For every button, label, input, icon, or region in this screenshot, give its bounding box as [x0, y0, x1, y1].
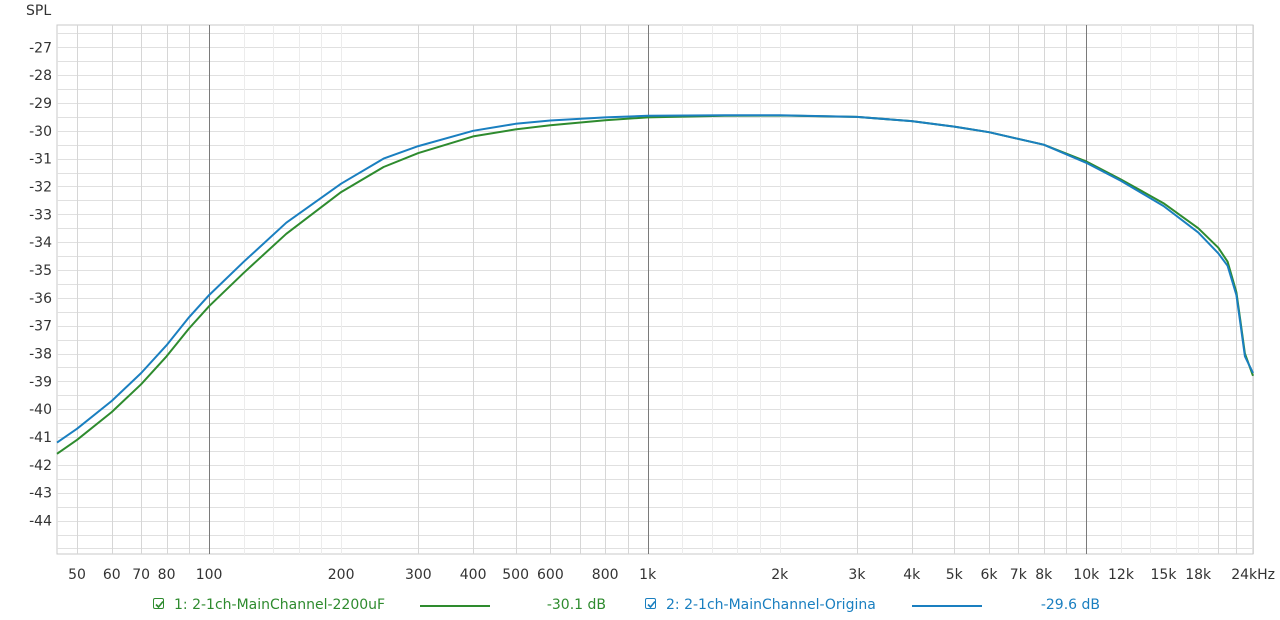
x-tick-label: 6k: [980, 567, 998, 583]
frequency-response-chart: -27 -28 -29 -30 -31 -32 -33 -34 -35 -36 -37 -38 -39 -…: [26, 3, 1275, 583]
x-tick-label: 1k: [639, 567, 657, 583]
x-tick-label: 3k: [848, 567, 866, 583]
y-tick-label: -38: [29, 347, 52, 363]
y-tick-labels: -27 -28 -29 -30 -31 -32 -33 -34 -35 -36 -37 -38 -39 -…: [29, 40, 52, 529]
x-tick-label: 2k: [771, 567, 789, 583]
y-tick-label: -30: [29, 124, 52, 140]
x-tick-label: 5k: [946, 567, 964, 583]
y-tick-label: -39: [29, 374, 52, 390]
x-tick-label: 300: [405, 567, 432, 583]
x-tick-label: 800: [592, 567, 619, 583]
y-tick-label: -41: [29, 430, 52, 446]
x-tick-label: 24kHz: [1231, 567, 1275, 583]
series-2-readout: -29.6 dB: [1040, 597, 1100, 613]
y-tick-label: -44: [29, 514, 52, 530]
y-tick-label: -34: [29, 235, 52, 251]
x-tick-label: 80: [158, 567, 176, 583]
y-tick-label: -37: [29, 319, 52, 335]
series-line-2: [56, 114, 1254, 444]
series-lines: [56, 114, 1254, 455]
x-tick-label: 18k: [1185, 567, 1212, 583]
x-tick-labels: 50 60 70 80 100 200 300 400 500 600 800 1k 2k 3k 4k 5k 6…: [68, 567, 1275, 583]
y-axis-label: SPL: [26, 3, 51, 19]
y-tick-label: -29: [29, 96, 52, 112]
check-icon: [155, 600, 164, 609]
y-tick-label: -42: [29, 458, 52, 474]
grid-lines: [56, 24, 1254, 555]
x-tick-label: 100: [196, 567, 223, 583]
x-tick-label: 400: [460, 567, 487, 583]
y-tick-label: -35: [29, 263, 52, 279]
series-2-name: 2: 2-1ch-MainChannel-Origina: [666, 597, 876, 613]
plot-area: [56, 24, 1254, 555]
x-tick-label: 4k: [903, 567, 921, 583]
y-tick-label: -32: [29, 179, 52, 195]
series-1-readout: -30.1 dB: [546, 597, 606, 613]
y-tick-label: -28: [29, 68, 52, 84]
x-tick-label: 600: [537, 567, 564, 583]
series-line-1: [56, 114, 1254, 455]
y-tick-label: -40: [29, 402, 52, 418]
y-tick-label: -27: [29, 40, 52, 56]
x-tick-label: 10k: [1073, 567, 1100, 583]
x-tick-label: 200: [328, 567, 355, 583]
series-1-swatch: [420, 605, 490, 607]
x-tick-label: 500: [502, 567, 529, 583]
x-tick-label: 50: [68, 567, 86, 583]
x-tick-label: 12k: [1108, 567, 1135, 583]
y-tick-label: -31: [29, 152, 52, 168]
x-tick-label: 60: [103, 567, 121, 583]
y-tick-label: -33: [29, 207, 52, 223]
series-2-checkbox[interactable]: [645, 598, 656, 609]
x-tick-label: 7k: [1010, 567, 1028, 583]
x-tick-label: 8k: [1035, 567, 1053, 583]
series-2-swatch: [912, 605, 982, 607]
x-tick-label: 15k: [1151, 567, 1178, 583]
check-icon: [647, 600, 656, 609]
y-tick-label: -43: [29, 486, 52, 502]
x-tick-label: 70: [132, 567, 150, 583]
series-1-checkbox[interactable]: [153, 598, 164, 609]
series-1-name: 1: 2-1ch-MainChannel-2200uF: [174, 597, 386, 613]
y-tick-label: -36: [29, 291, 52, 307]
